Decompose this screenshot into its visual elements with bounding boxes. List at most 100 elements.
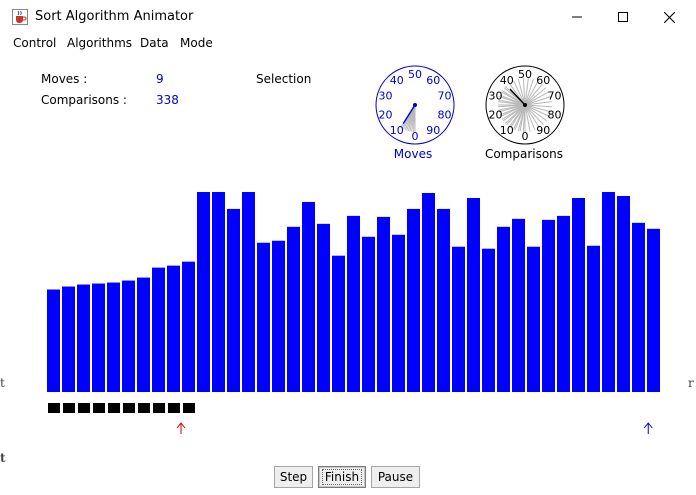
moves-label: Moves : xyxy=(41,72,88,86)
dial-trail-line xyxy=(524,101,552,106)
maximize-button[interactable] xyxy=(600,0,646,34)
menu-data[interactable]: Data xyxy=(140,36,169,50)
bar xyxy=(107,282,120,392)
dial-tick-label: 80 xyxy=(437,109,451,122)
sorted-marker xyxy=(153,403,165,413)
sorted-marker xyxy=(168,403,180,413)
bar xyxy=(632,222,645,392)
dial-trail-line xyxy=(524,104,531,132)
dial-trail-line xyxy=(514,104,526,131)
comparisons-value: 338 xyxy=(156,93,179,107)
minimize-button[interactable] xyxy=(554,0,600,34)
dial-tick-label: 50 xyxy=(518,68,532,81)
bar xyxy=(137,277,150,392)
dial-trail-line xyxy=(524,104,548,122)
menu-control[interactable]: Control xyxy=(13,36,57,50)
bar xyxy=(647,228,660,392)
dial-trail-line xyxy=(502,104,526,122)
close-icon xyxy=(663,11,675,23)
bar xyxy=(392,234,405,392)
dial-tick-label: 30 xyxy=(379,89,393,102)
bar xyxy=(572,197,585,392)
finish-button[interactable]: Finish xyxy=(318,466,366,488)
bar xyxy=(152,267,165,392)
dial-tick-label: 10 xyxy=(500,124,514,137)
bar xyxy=(197,192,210,392)
bar xyxy=(407,208,420,392)
dial-tick-label: 40 xyxy=(500,74,514,87)
bar xyxy=(497,226,510,392)
dial-trail-line xyxy=(498,104,526,108)
dial-hub xyxy=(523,103,527,107)
minimize-icon xyxy=(572,16,582,18)
dial-trail-line xyxy=(524,104,544,126)
moves-dial: 0 10 20 30 40 50 60 70 80 90 xyxy=(375,65,455,145)
dial-trail-line xyxy=(498,101,526,106)
step-button-label: Step xyxy=(279,470,308,484)
sorted-marker xyxy=(48,403,60,413)
bar xyxy=(332,255,345,392)
menu-algorithms[interactable]: Algorithms xyxy=(67,36,133,50)
bar xyxy=(527,246,540,392)
scan-pointer-arrow xyxy=(643,422,653,434)
bar xyxy=(122,280,135,392)
bar xyxy=(437,208,450,392)
step-button[interactable]: Step xyxy=(274,466,313,488)
dial-trail-line xyxy=(517,78,526,106)
bar xyxy=(47,289,60,392)
bar xyxy=(557,215,570,392)
dial-trail-line xyxy=(524,104,540,129)
dial-trail-line xyxy=(499,96,526,106)
edge-glyph-right: r xyxy=(688,376,694,390)
dial-tick-label: 20 xyxy=(489,109,503,122)
bar xyxy=(92,283,105,392)
bar xyxy=(467,197,480,392)
title-bar: Sort Algorithm Animator xyxy=(0,0,696,34)
bar xyxy=(377,216,390,392)
sorted-marker xyxy=(123,403,135,413)
pause-button-label: Pause xyxy=(377,470,414,484)
sorted-marker xyxy=(108,403,120,413)
algorithm-name: Selection xyxy=(256,72,312,86)
dial-trail-line xyxy=(498,104,526,113)
bar xyxy=(77,284,90,392)
dial-tick-label: 60 xyxy=(426,74,440,87)
dial-needle xyxy=(509,88,526,106)
bar xyxy=(167,265,180,392)
dial-tick-label: 90 xyxy=(536,124,550,137)
edge-glyph-left-bottom: t xyxy=(0,451,6,465)
bar xyxy=(587,245,600,392)
bar xyxy=(347,215,360,392)
dial-trail-line xyxy=(524,104,550,117)
dial-tick-label: 70 xyxy=(547,89,561,102)
bar xyxy=(272,240,285,392)
sorted-marker xyxy=(138,403,150,413)
dial-trail-line xyxy=(524,79,534,106)
moves-dial-label: Moves xyxy=(393,147,433,161)
menu-mode[interactable]: Mode xyxy=(180,36,213,50)
dial-tick-label: 70 xyxy=(437,89,451,102)
bar xyxy=(512,218,525,392)
bar xyxy=(242,192,255,392)
sorted-marker xyxy=(78,403,90,413)
dial-tick-label: 20 xyxy=(379,109,393,122)
bar xyxy=(317,223,330,392)
bar xyxy=(182,261,195,392)
bar xyxy=(452,246,465,392)
dial-tick-label: 50 xyxy=(408,68,422,81)
maximize-icon xyxy=(618,12,628,22)
close-button[interactable] xyxy=(646,0,692,34)
dial-trail-line xyxy=(524,104,552,113)
finish-button-label: Finish xyxy=(321,469,363,485)
menu-bar: Control Algorithms Data Mode xyxy=(0,34,696,54)
pause-button[interactable]: Pause xyxy=(371,466,420,488)
edge-glyph-left: t xyxy=(0,376,5,390)
dial-trail-line xyxy=(513,80,526,106)
dial-trail-line xyxy=(524,83,543,106)
bar xyxy=(257,242,270,392)
sorted-marker xyxy=(63,403,75,413)
bar xyxy=(287,226,300,392)
bar xyxy=(362,236,375,392)
sort-bar-chart xyxy=(47,192,660,434)
dial-tick-label: 0 xyxy=(412,130,419,143)
